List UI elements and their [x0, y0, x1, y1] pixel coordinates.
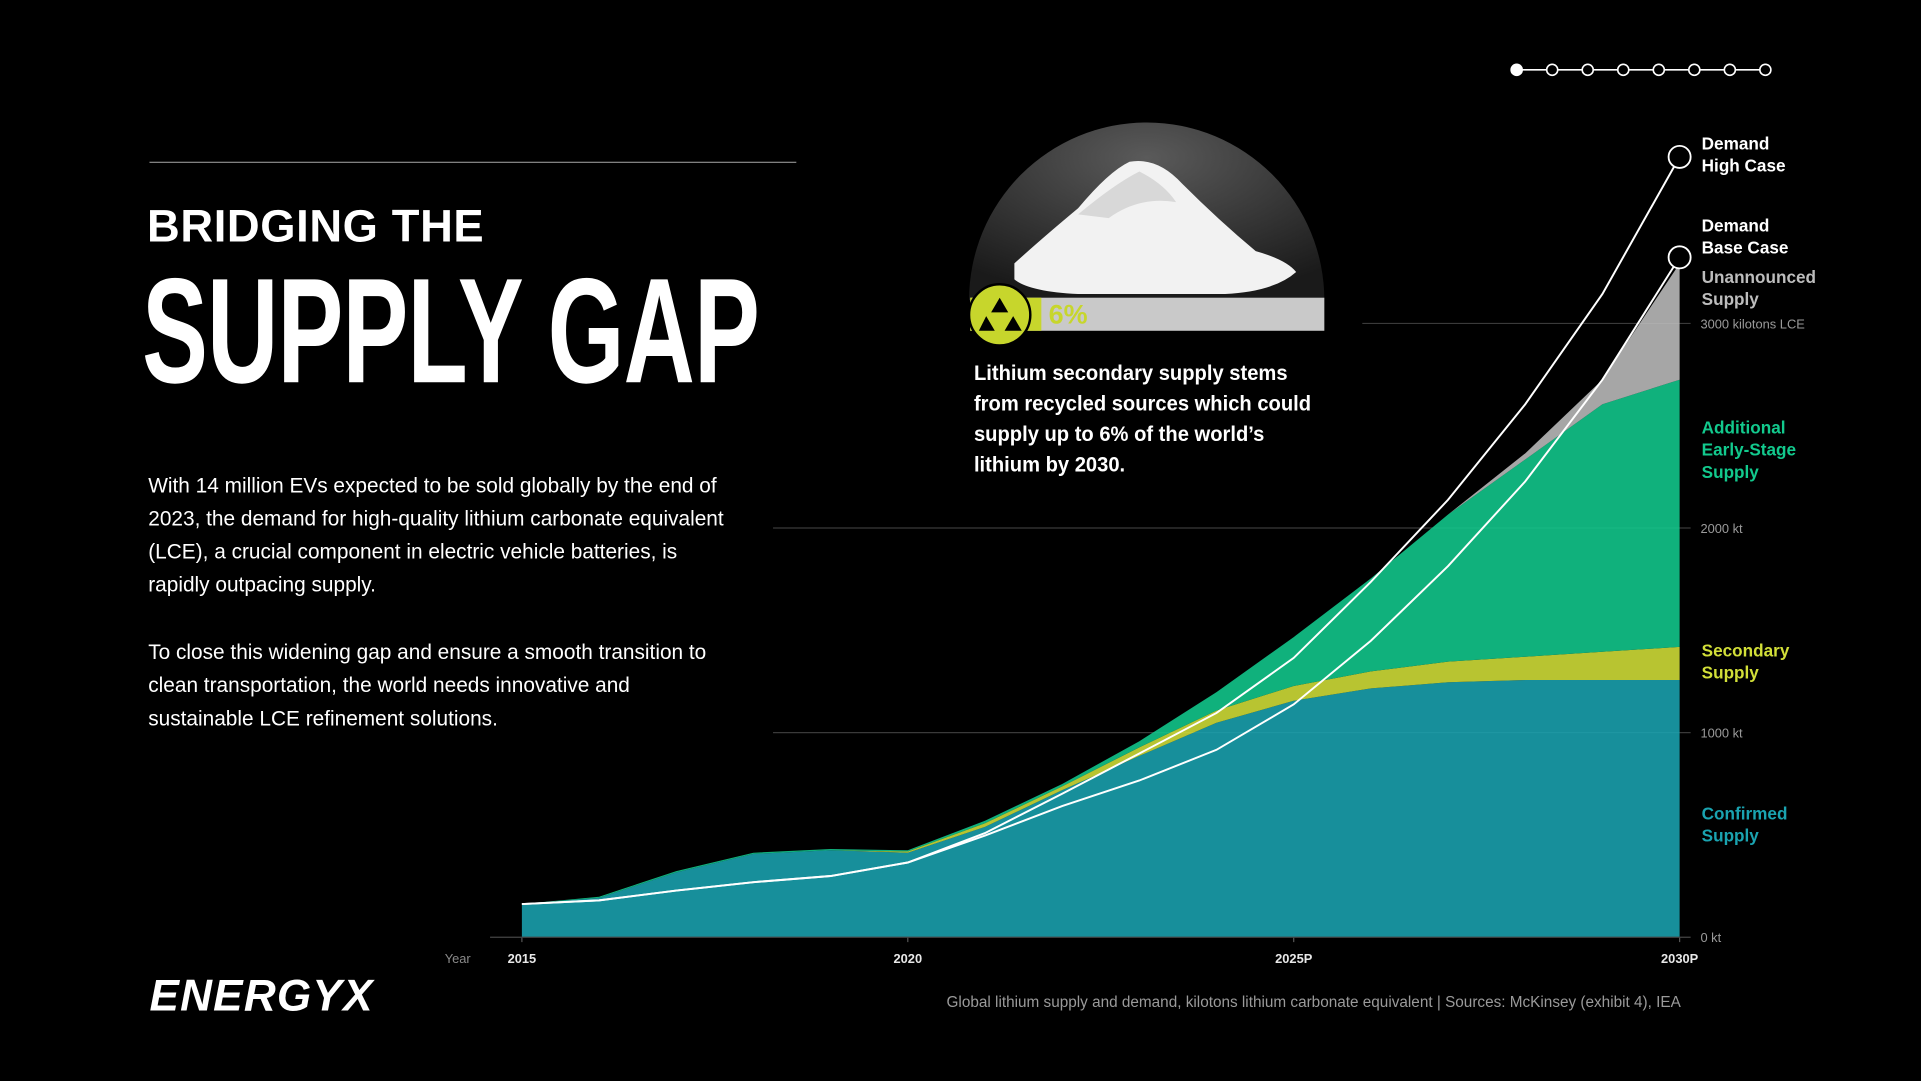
legend-label: Unannounced Supply [1701, 267, 1817, 309]
legend-label: Demand High Case [1701, 133, 1786, 176]
x-tick-label: 2015 [508, 951, 537, 966]
x-tick-label: 2030P [1661, 951, 1699, 966]
page-dot[interactable] [1652, 63, 1666, 77]
x-tick-label: 2020 [893, 951, 922, 966]
y-tick-label: 1000 kt [1700, 726, 1743, 741]
axes: 0 kt 1000 kt 2000 kt 3000 kilotons LCE 2015 2… [445, 316, 1806, 966]
page-dot[interactable] [1545, 63, 1559, 77]
demand-endpoint [1667, 245, 1692, 270]
title-line-2: SUPPLY GAP [142, 247, 760, 415]
x-axis-label: Year [445, 951, 472, 966]
legend-label: Demand Base Case [1701, 215, 1789, 258]
area [521, 646, 1680, 905]
recycle-badge [967, 282, 1032, 347]
legend-label: Secondary Supply [1701, 640, 1790, 683]
logo[interactable]: ENERGYX [149, 970, 374, 1021]
lithium-illustration [967, 122, 1325, 347]
page-dot[interactable] [1616, 63, 1630, 77]
x-tick-label: 2025P [1275, 951, 1313, 966]
y-tick-label: 0 kt [1700, 930, 1721, 945]
legend-label: Additional Early-Stage Supply [1701, 417, 1797, 482]
page-dot[interactable] [1510, 63, 1523, 77]
page-dot[interactable] [1688, 63, 1701, 77]
title-line-1: BRIDGING THE [147, 200, 485, 252]
page-dot[interactable] [1581, 63, 1595, 77]
recycle-icon [978, 297, 1022, 331]
paragraph: With 14 million EVs expected to be sold … [148, 474, 724, 597]
callout-percent: 6% [1048, 298, 1088, 330]
powder-pile [1014, 160, 1297, 295]
pagination [1510, 63, 1772, 77]
legend-label: Confirmed Supply [1701, 803, 1788, 846]
callout-text: Lithium secondary supply stems from recy… [973, 360, 1312, 477]
chart-caption: Global lithium supply and demand, kiloto… [946, 993, 1681, 1011]
area [521, 680, 1680, 938]
powder-shade [1078, 171, 1177, 219]
paragraph: To close this widening gap and ensure a … [148, 640, 707, 731]
page-dot[interactable] [1759, 63, 1772, 77]
title-rule [149, 161, 797, 163]
lines [521, 144, 1692, 906]
page-dot[interactable] [1723, 63, 1737, 77]
y-tick-label: 2000 kt [1700, 521, 1743, 536]
y-tick-label: 3000 kilotons LCE [1700, 316, 1805, 331]
demand-line [521, 256, 1681, 906]
demand-endpoint [1667, 144, 1692, 169]
